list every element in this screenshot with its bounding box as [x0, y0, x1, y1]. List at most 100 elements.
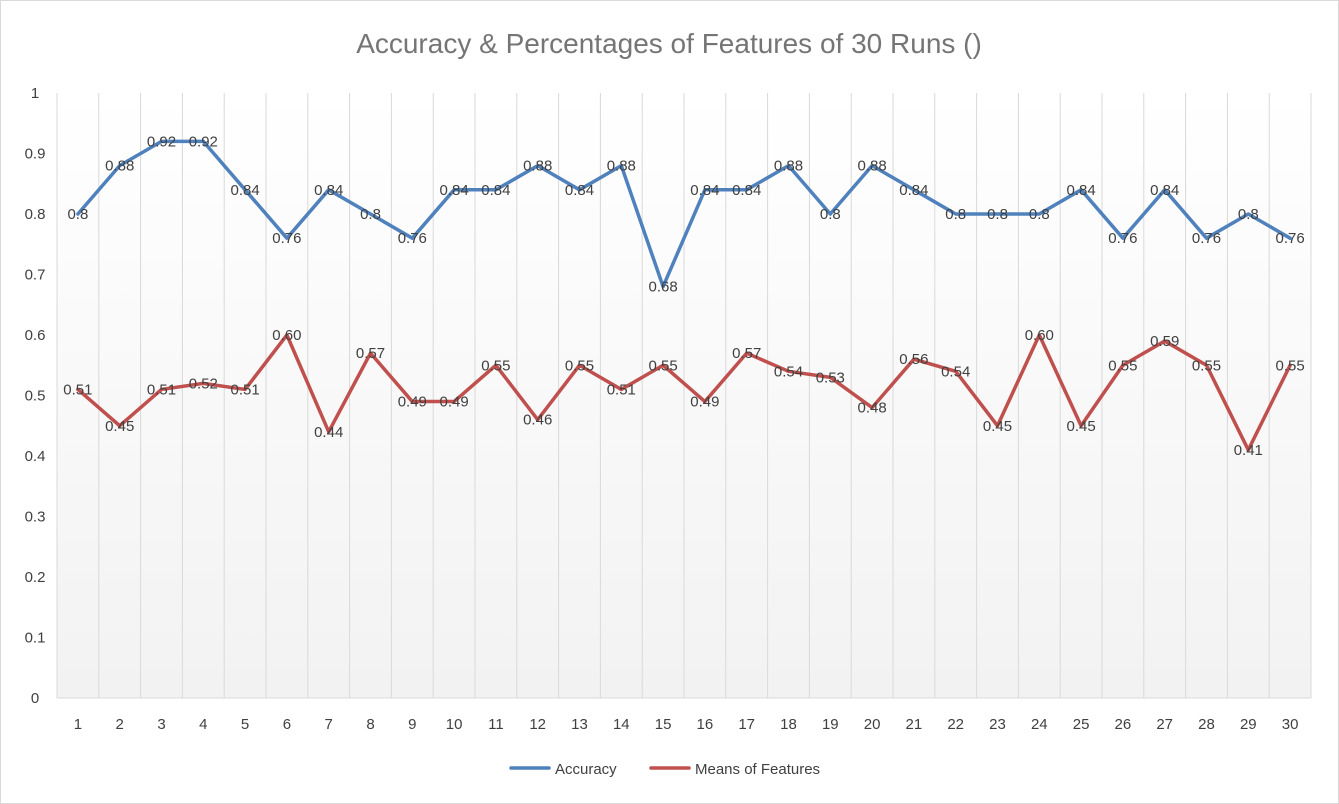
x-tick-label: 5	[241, 716, 249, 733]
data-label: 0.51	[230, 381, 259, 398]
x-tick-label: 13	[571, 716, 588, 733]
data-label: 0.49	[690, 394, 719, 411]
gridlines	[56, 93, 1312, 698]
data-label: 0.8	[1029, 206, 1050, 223]
data-label: 0.48	[857, 400, 886, 417]
x-tick-label: 26	[1115, 716, 1132, 733]
y-tick-label: 0.9	[25, 146, 46, 163]
x-tick-label: 10	[446, 716, 463, 733]
y-tick-label: 0.8	[25, 206, 46, 223]
x-tick-label: 6	[283, 716, 291, 733]
y-tick-label: 0.2	[25, 569, 46, 586]
data-label: 0.41	[1234, 442, 1263, 459]
x-tick-label: 25	[1073, 716, 1090, 733]
data-label: 0.76	[1192, 230, 1221, 247]
data-label: 0.45	[983, 418, 1012, 435]
data-labels: 0.8 0.88 0.92 0.92 0.84 0.76 0.84 0.8 0.76 0.84 0.…	[63, 133, 1304, 459]
data-label: 0.84	[439, 182, 468, 199]
data-label: 0.8	[360, 206, 381, 223]
x-tick-label: 18	[780, 716, 797, 733]
data-label: 0.57	[356, 345, 385, 362]
data-label: 0.53	[816, 369, 845, 386]
data-label: 0.76	[1108, 230, 1137, 247]
data-label: 0.8	[945, 206, 966, 223]
data-label: 0.51	[63, 381, 92, 398]
data-label: 0.51	[147, 381, 176, 398]
data-label: 0.49	[439, 394, 468, 411]
x-tick-label: 3	[157, 716, 165, 733]
data-label: 0.88	[774, 158, 803, 175]
data-label: 0.88	[607, 158, 636, 175]
x-tick-label: 14	[613, 716, 630, 733]
x-tick-label: 2	[116, 716, 124, 733]
x-tick-label: 12	[529, 716, 546, 733]
x-tick-label: 29	[1240, 716, 1257, 733]
data-label: 0.55	[648, 357, 677, 374]
x-tick-label: 15	[655, 716, 672, 733]
y-tick-label: 0	[31, 690, 39, 707]
data-label: 0.54	[941, 363, 970, 380]
x-tick-label: 23	[989, 716, 1006, 733]
data-label: 0.84	[732, 182, 761, 199]
data-label: 0.84	[481, 182, 510, 199]
x-tick-label: 4	[199, 716, 207, 733]
data-label: 0.51	[607, 381, 636, 398]
data-label: 0.76	[1275, 230, 1304, 247]
y-tick-label: 0.3	[25, 509, 46, 526]
data-label: 0.84	[1066, 182, 1095, 199]
data-label: 0.46	[523, 412, 552, 429]
x-tick-label: 30	[1282, 716, 1299, 733]
data-label: 0.56	[899, 351, 928, 368]
data-label: 0.44	[314, 424, 343, 441]
data-label: 0.88	[857, 158, 886, 175]
y-tick-label: 1	[31, 85, 39, 102]
x-tick-label: 24	[1031, 716, 1048, 733]
data-label: 0.59	[1150, 333, 1179, 350]
data-label: 0.52	[189, 375, 218, 392]
data-label: 0.45	[1066, 418, 1095, 435]
data-label: 0.68	[648, 279, 677, 296]
x-tick-label: 28	[1198, 716, 1215, 733]
data-label: 0.76	[398, 230, 427, 247]
data-label: 0.55	[1108, 357, 1137, 374]
legend: Accuracy Means of Features	[509, 761, 820, 778]
data-label: 0.60	[272, 327, 301, 344]
y-tick-label: 0.6	[25, 327, 46, 344]
data-label: 0.49	[398, 394, 427, 411]
data-label: 0.8	[67, 206, 88, 223]
x-tick-label: 20	[864, 716, 881, 733]
data-label: 0.92	[147, 133, 176, 150]
x-tick-label: 11	[488, 716, 504, 733]
series-line-accuracy	[76, 139, 1292, 289]
data-label: 0.55	[1192, 357, 1221, 374]
y-tick-label: 0.5	[25, 388, 46, 405]
data-label: 0.84	[565, 182, 594, 199]
data-label: 0.92	[189, 133, 218, 150]
data-label: 0.84	[690, 182, 719, 199]
data-label: 0.84	[899, 182, 928, 199]
x-tick-label: 17	[738, 716, 755, 733]
y-tick-label: 0.4	[25, 448, 46, 465]
x-tick-label: 7	[325, 716, 333, 733]
data-label: 0.57	[732, 345, 761, 362]
data-label: 0.54	[774, 363, 803, 380]
legend-label: Means of Features	[695, 761, 820, 778]
data-label: 0.76	[272, 230, 301, 247]
y-axis: 0 0.1 0.2 0.3 0.4 0.5 0.6 0.7 0.8 0.9 1	[25, 85, 46, 707]
x-tick-label: 16	[697, 716, 714, 733]
data-label: 0.8	[1238, 206, 1259, 223]
series-line-means-of-features	[76, 333, 1292, 452]
data-label: 0.88	[105, 158, 134, 175]
data-label: 0.55	[565, 357, 594, 374]
x-tick-label: 1	[74, 716, 82, 733]
x-tick-label: 9	[408, 716, 416, 733]
data-label: 0.8	[987, 206, 1008, 223]
data-label: 0.84	[1150, 182, 1179, 199]
x-axis: 1 2 3 4 5 6 7 8 9 10 11 12 13 14 15 16 17 18 19 20 21 22 23 24 2…	[57, 697, 1311, 733]
x-tick-label: 21	[906, 716, 923, 733]
legend-label: Accuracy	[555, 761, 617, 778]
y-tick-label: 0.1	[25, 630, 46, 647]
x-tick-label: 27	[1156, 716, 1173, 733]
data-label: 0.45	[105, 418, 134, 435]
